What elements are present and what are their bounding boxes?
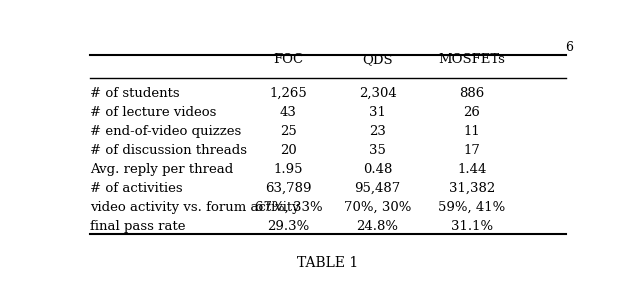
Text: # of students: # of students	[90, 87, 180, 100]
Text: 17: 17	[463, 144, 480, 157]
Text: 95,487: 95,487	[355, 182, 401, 195]
Text: 31,382: 31,382	[449, 182, 495, 195]
Text: # of activities: # of activities	[90, 182, 182, 195]
Text: 1,265: 1,265	[269, 87, 307, 100]
Text: 11: 11	[463, 125, 480, 138]
Text: 2,304: 2,304	[359, 87, 396, 100]
Text: 29.3%: 29.3%	[267, 220, 310, 233]
Text: 63,789: 63,789	[265, 182, 312, 195]
Text: 70%, 30%: 70%, 30%	[344, 201, 412, 214]
Text: QDS: QDS	[362, 53, 393, 66]
Text: 31.1%: 31.1%	[451, 220, 493, 233]
Text: MOSFETs: MOSFETs	[438, 53, 505, 66]
Text: 6: 6	[566, 41, 573, 54]
Text: 23: 23	[369, 125, 386, 138]
Text: 24.8%: 24.8%	[356, 220, 399, 233]
Text: 0.48: 0.48	[363, 163, 392, 176]
Text: 43: 43	[280, 106, 297, 119]
Text: 67%, 33%: 67%, 33%	[255, 201, 322, 214]
Text: 35: 35	[369, 144, 386, 157]
Text: 1.95: 1.95	[273, 163, 303, 176]
Text: # of discussion threads: # of discussion threads	[90, 144, 247, 157]
Text: Avg. reply per thread: Avg. reply per thread	[90, 163, 233, 176]
Text: 886: 886	[460, 87, 484, 100]
Text: 25: 25	[280, 125, 297, 138]
Text: video activity vs. forum activity: video activity vs. forum activity	[90, 201, 300, 214]
Text: 26: 26	[463, 106, 480, 119]
Text: # end-of-video quizzes: # end-of-video quizzes	[90, 125, 241, 138]
Text: # of lecture videos: # of lecture videos	[90, 106, 216, 119]
Text: final pass rate: final pass rate	[90, 220, 186, 233]
Text: 59%, 41%: 59%, 41%	[438, 201, 506, 214]
Text: TABLE 1: TABLE 1	[298, 256, 358, 270]
Text: 20: 20	[280, 144, 297, 157]
Text: FOC: FOC	[273, 53, 303, 66]
Text: 1.44: 1.44	[457, 163, 486, 176]
Text: 31: 31	[369, 106, 386, 119]
